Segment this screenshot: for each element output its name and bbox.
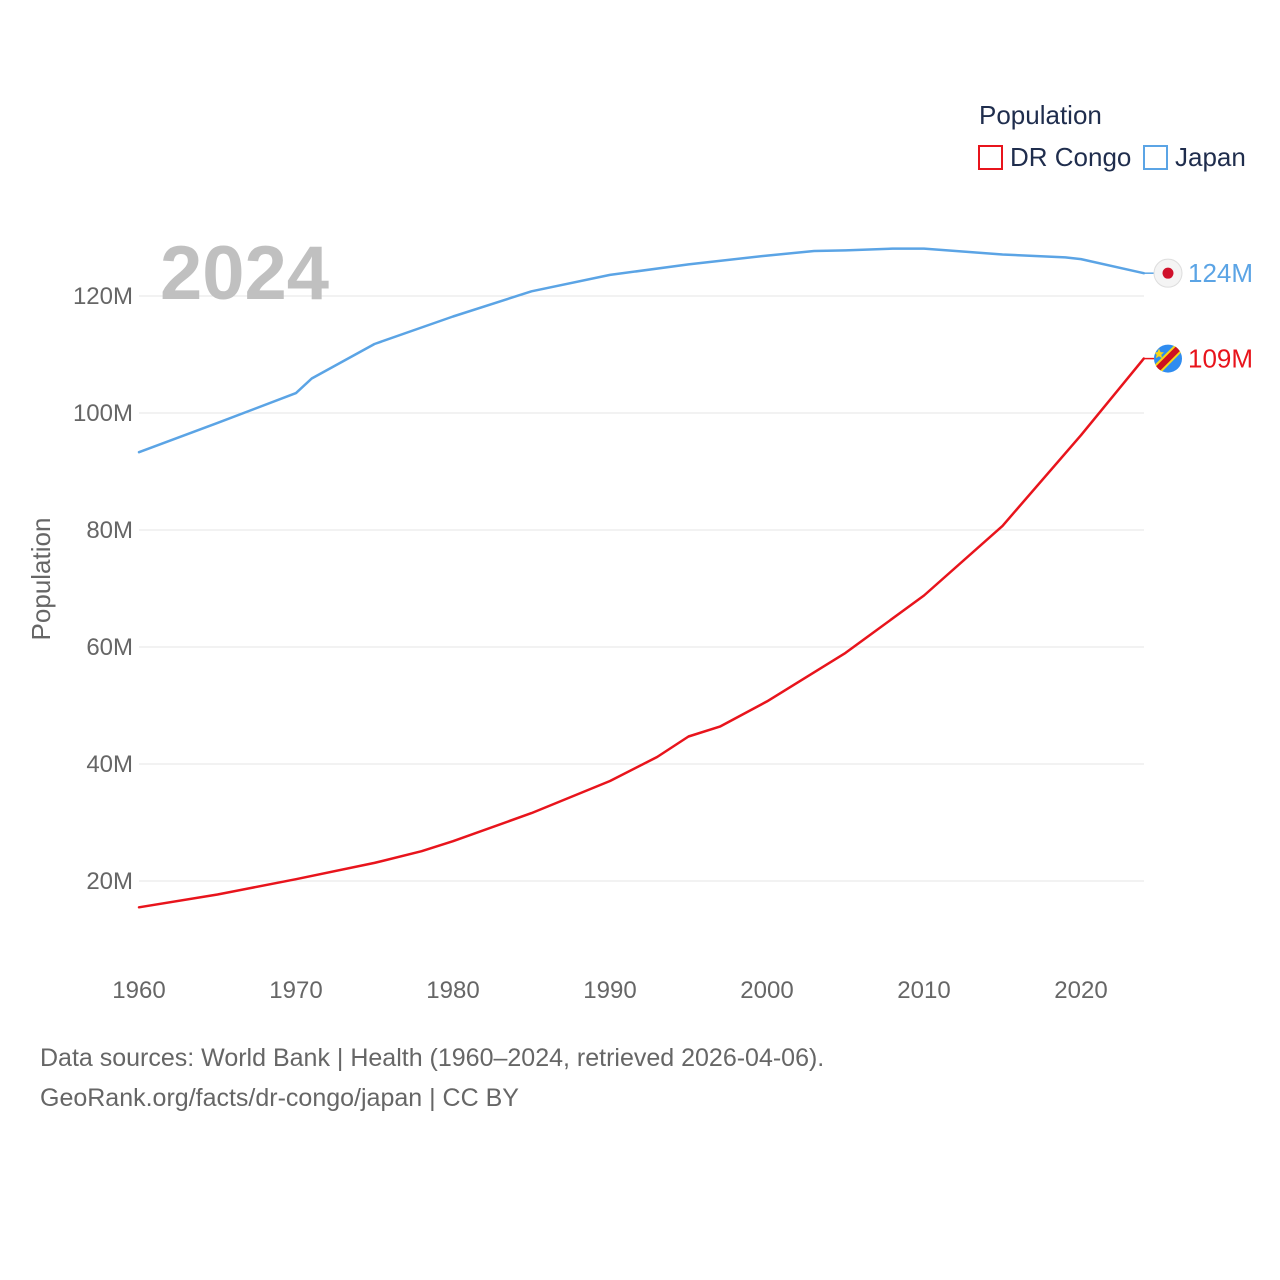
legend-title: Population: [979, 100, 1102, 130]
x-tick-label: 2020: [1054, 977, 1107, 1004]
y-axis-ticks: 20M 40M 60M 80M 100M 120M: [73, 283, 133, 895]
y-tick-label: 40M: [86, 751, 133, 778]
series-line-dr-congo[interactable]: [137, 357, 1146, 909]
legend-label-dr-congo: DR Congo: [1010, 142, 1131, 172]
end-value-label-japan: 124M: [1188, 258, 1253, 288]
x-axis-ticks: 1960 1970 1980 1990 2000 2010 2020: [112, 977, 1107, 1004]
population-line-chart: 20M 40M 60M 80M 100M 120M 1960 1970 1980 1990 200…: [26, 100, 1253, 1004]
series-lines: [137, 247, 1146, 909]
legend: Population DR Congo Japan: [978, 100, 1246, 172]
y-axis-label: Population: [26, 518, 56, 641]
year-overlay: 2024: [160, 231, 329, 316]
legend-swatch-dr-congo: [978, 145, 1003, 170]
legend-label-japan: Japan: [1175, 142, 1246, 172]
dr-congo-flag-icon: [1154, 344, 1182, 373]
x-tick-label: 1980: [426, 977, 479, 1004]
x-tick-label: 1990: [583, 977, 636, 1004]
series-line-japan[interactable]: [137, 247, 1146, 454]
end-value-label-dr-congo: 109M: [1188, 344, 1253, 374]
legend-item-japan[interactable]: Japan: [1143, 142, 1246, 172]
legend-swatch-japan: [1143, 145, 1168, 170]
attribution-link[interactable]: GeoRank.org/facts/dr-congo/japan | CC BY: [40, 1084, 519, 1112]
gridlines: [139, 295, 1144, 882]
y-tick-label: 80M: [86, 517, 133, 544]
y-tick-label: 60M: [86, 634, 133, 661]
x-tick-label: 2010: [897, 977, 950, 1004]
y-tick-label: 20M: [86, 868, 133, 895]
data-source-note: Data sources: World Bank | Health (1960–…: [40, 1044, 825, 1072]
end-markers: 124M 109M: [1143, 258, 1253, 374]
y-tick-label: 120M: [73, 283, 133, 310]
x-tick-label: 1960: [112, 977, 165, 1004]
x-tick-label: 1970: [269, 977, 322, 1004]
x-tick-label: 2000: [740, 977, 793, 1004]
japan-flag-icon: [1153, 258, 1183, 288]
y-tick-label: 100M: [73, 400, 133, 427]
legend-item-dr-congo[interactable]: DR Congo: [978, 142, 1131, 172]
